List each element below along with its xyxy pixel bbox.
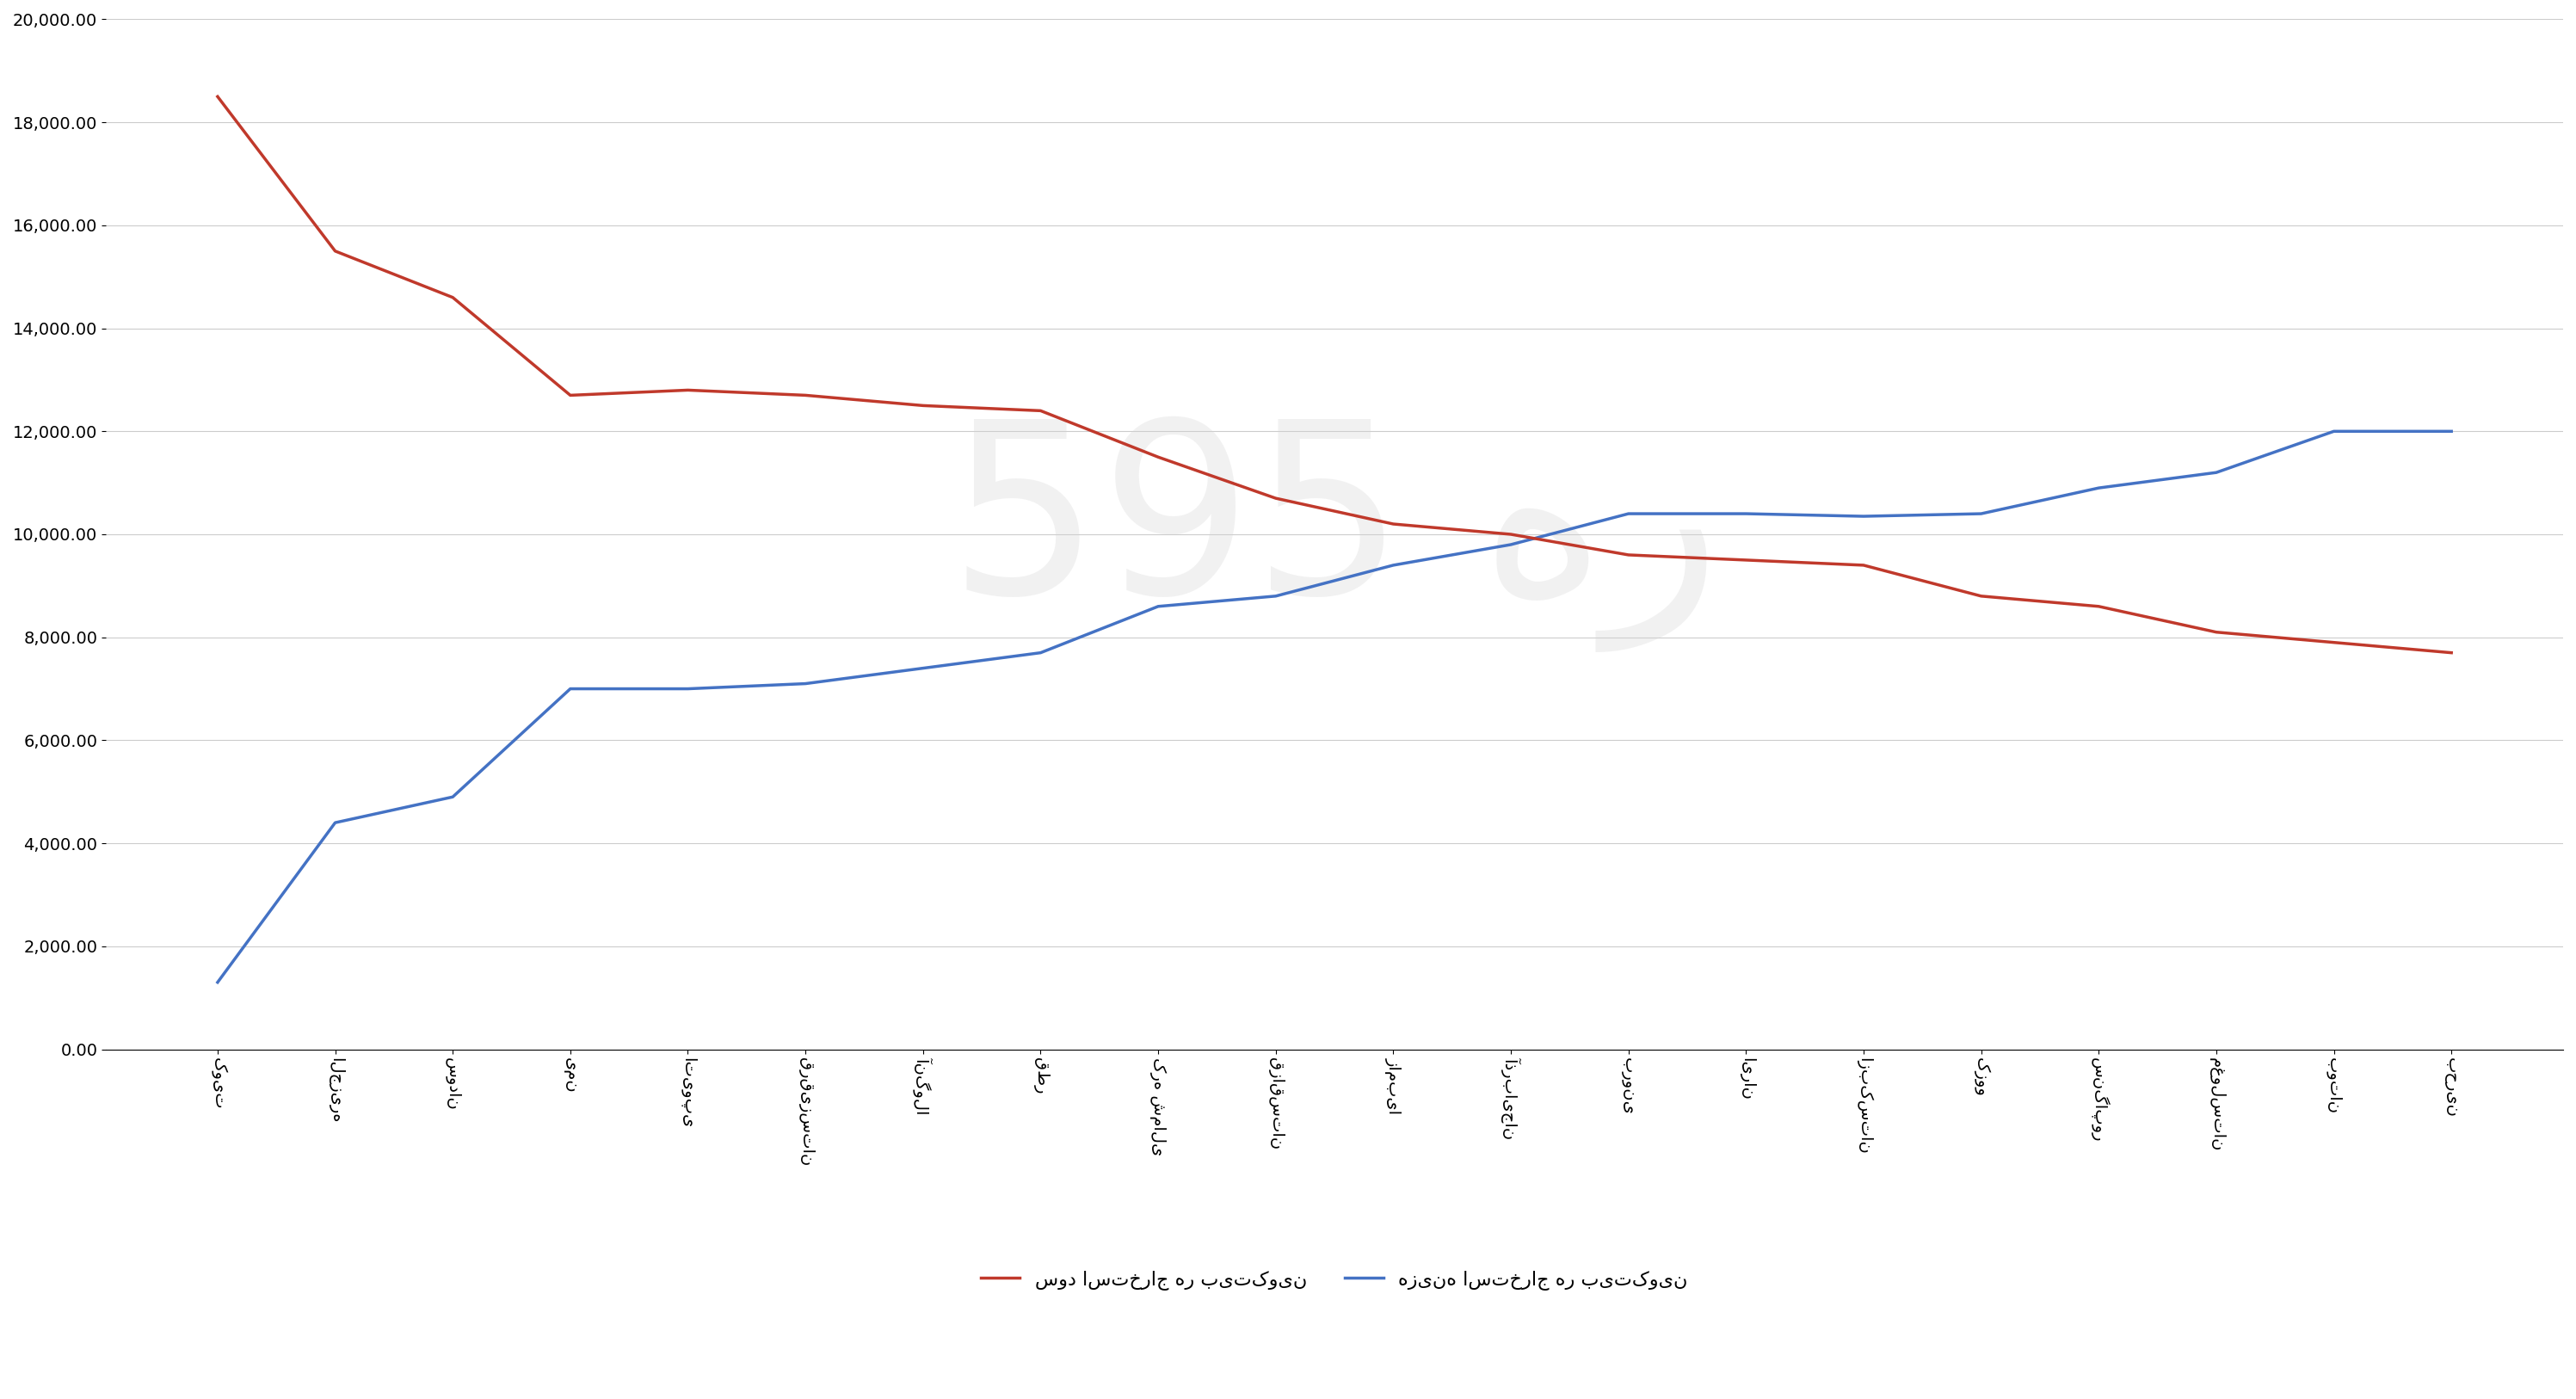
سود استخراج هر بیتکوین [1613,547,1643,564]
سود استخراج هر بیتکوین [1965,588,1996,604]
هزینه استخراج هر بیتکوین [1965,505,1996,522]
هزینه استخراج هر بیتکوین [791,676,822,693]
سود استخراج هر بیتکوین [907,397,938,414]
سود استخراج هر بیتکوین [2437,645,2468,662]
سود استخراج هر بیتکوین [2318,634,2349,651]
سود استخراج هر بیتکوین [2200,624,2231,641]
هزینه استخراج هر بیتکوین [2084,480,2115,497]
سود استخراج هر بیتکوین [1378,516,1409,533]
Legend: سود استخراج هر بیتکوین, هزینه استخراج هر بیتکوین: سود استخراج هر بیتکوین, هزینه استخراج هر… [974,1262,1695,1297]
هزینه استخراج هر بیتکوین [2200,464,2231,481]
هزینه استخراج هر بیتکوین [1260,588,1291,604]
هزینه استخراج هر بیتکوین [2318,422,2349,439]
هزینه استخراج هر بیتکوین [319,814,350,831]
سود استخراج هر بیتکوین [1260,490,1291,506]
هزینه استخراج هر بیتکوین [438,789,469,806]
هزینه استخراج هر بیتکوین [1847,508,1878,525]
هزینه استخراج هر بیتکوین [1613,505,1643,522]
Line: هزینه استخراج هر بیتکوین: هزینه استخراج هر بیتکوین [216,431,2452,982]
هزینه استخراج هر بیتکوین [672,680,703,697]
سود استخراج هر بیتکوین [319,242,350,259]
سود استخراج هر بیتکوین [1025,403,1056,420]
هزینه استخراج هر بیتکوین [2437,422,2468,439]
سود استخراج هر بیتکوین [1847,557,1878,574]
هزینه استخراج هر بیتکوین [1025,645,1056,662]
هزینه استخراج هر بیتکوین [554,680,585,697]
سود استخراج هر بیتکوین [201,88,232,105]
سود استخراج هر بیتکوین [2084,597,2115,614]
هزینه استخراج هر بیتکوین [1497,536,1528,553]
هزینه استخراج هر بیتکوین [1144,597,1175,614]
سود استخراج هر بیتکوین [791,388,822,404]
سود استخراج هر بیتکوین [1144,449,1175,466]
هزینه استخراج هر بیتکوین [907,660,938,677]
سود استخراج هر بیتکوین [1497,526,1528,543]
Text: 595 هر: 595 هر [948,417,1721,652]
سود استخراج هر بیتکوین [438,290,469,306]
Line: سود استخراج هر بیتکوین: سود استخراج هر بیتکوین [216,97,2452,653]
هزینه استخراج هر بیتکوین [201,974,232,990]
هزینه استخراج هر بیتکوین [1731,505,1762,522]
سود استخراج هر بیتکوین [672,382,703,399]
سود استخراج هر بیتکوین [1731,551,1762,568]
سود استخراج هر بیتکوین [554,388,585,404]
هزینه استخراج هر بیتکوین [1378,557,1409,574]
